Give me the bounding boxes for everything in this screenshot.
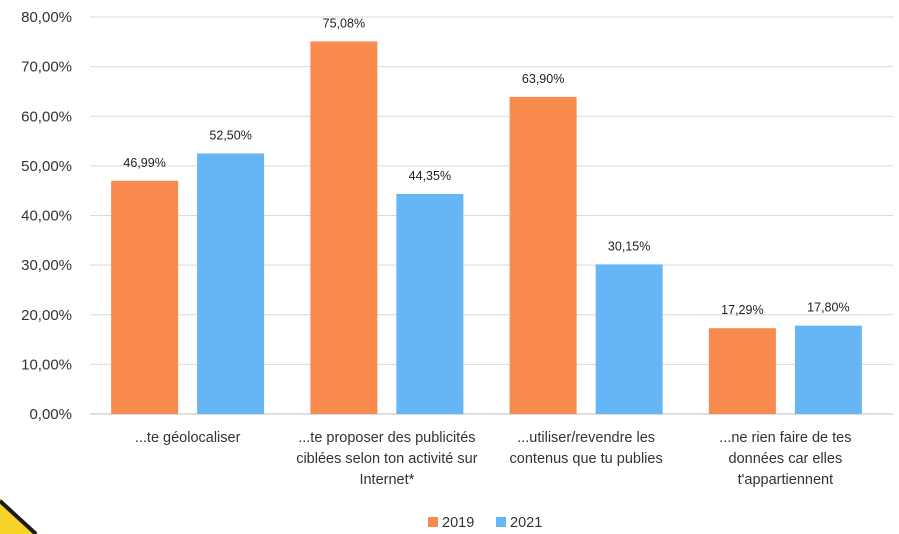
corner-decoration: [0, 498, 38, 534]
data-label: 17,80%: [807, 301, 849, 315]
legend: 2019 2021: [428, 515, 542, 531]
bar-2021-2: [396, 193, 464, 414]
y-axis-ticks: 0,00% 10,00% 20,00% 30,00% 40,00% 50,00% 60,00…: [21, 9, 72, 423]
category-labels: ...te géolocaliser ...te proposer des pub…: [135, 430, 852, 488]
legend-swatch: [428, 517, 438, 527]
category-label: ...te géolocaliser: [135, 430, 241, 446]
data-label: 63,90%: [522, 72, 564, 86]
bar-2021-4: [794, 325, 862, 414]
bar-2019-4: [708, 328, 776, 414]
bar-2021-1: [197, 153, 265, 414]
data-label: 17,29%: [721, 303, 763, 317]
data-label: 30,15%: [608, 239, 650, 253]
y-tick-label: 70,00%: [21, 59, 72, 76]
y-tick-label: 10,00%: [21, 356, 72, 373]
data-labels: 46,99% 52,50% 75,08% 44,35% 63,90% 30,15% 17,2…: [123, 16, 849, 317]
bar-2021-3: [595, 264, 663, 414]
category-label: ...utiliser/revendre les contenus que tu …: [510, 430, 663, 467]
y-tick-label: 30,00%: [21, 257, 72, 274]
category-label: ...te proposer des publicités ciblées sel…: [296, 430, 478, 488]
y-tick-label: 80,00%: [21, 9, 72, 26]
legend-swatch: [496, 517, 506, 527]
category-label: ...ne rien faire de tes données car elles…: [719, 430, 851, 488]
data-label: 75,08%: [323, 16, 365, 30]
y-tick-label: 50,00%: [21, 158, 72, 175]
y-tick-label: 40,00%: [21, 208, 72, 225]
data-label: 46,99%: [123, 156, 165, 170]
bars: [111, 41, 862, 415]
bar-2019-3: [509, 96, 577, 415]
legend-label: 2021: [510, 515, 542, 531]
data-label: 52,50%: [209, 128, 251, 142]
y-tick-label: 60,00%: [21, 108, 72, 125]
y-tick-label: 20,00%: [21, 307, 72, 324]
corner-black-stroke: [0, 499, 38, 534]
y-tick-label: 0,00%: [29, 406, 72, 423]
bar-2019-2: [310, 41, 378, 415]
bar-2019-1: [111, 180, 179, 414]
data-label: 44,35%: [409, 169, 451, 183]
legend-label: 2019: [442, 515, 474, 531]
